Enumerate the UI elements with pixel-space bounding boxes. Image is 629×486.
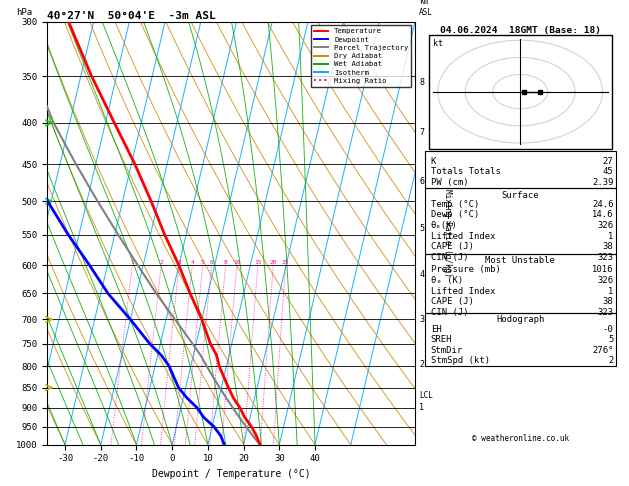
Text: Most Unstable: Most Unstable <box>485 256 555 265</box>
Text: Pressure (mb): Pressure (mb) <box>431 265 501 275</box>
Text: 1016: 1016 <box>592 265 614 275</box>
Text: Totals Totals: Totals Totals <box>431 167 501 176</box>
Text: SREH: SREH <box>431 335 452 344</box>
Text: 38: 38 <box>603 297 614 306</box>
Text: θₑ(K): θₑ(K) <box>431 221 457 230</box>
Text: Lifted Index: Lifted Index <box>431 287 495 295</box>
Text: 27: 27 <box>603 157 614 166</box>
Text: Hodograph: Hodograph <box>496 315 544 324</box>
Text: 326: 326 <box>598 276 614 285</box>
Text: 10: 10 <box>233 260 240 265</box>
Text: CIN (J): CIN (J) <box>431 308 468 317</box>
Text: -0: -0 <box>603 325 614 333</box>
Text: 326: 326 <box>598 221 614 230</box>
Text: CAPE (J): CAPE (J) <box>431 242 474 251</box>
Text: 4: 4 <box>191 260 194 265</box>
Text: 25: 25 <box>282 260 289 265</box>
Text: Dewp (°C): Dewp (°C) <box>431 210 479 220</box>
Text: Lifted Index: Lifted Index <box>431 232 495 241</box>
Bar <box>425 254 616 313</box>
Text: K: K <box>431 157 436 166</box>
Text: StmSpd (kt): StmSpd (kt) <box>431 356 490 365</box>
Bar <box>425 188 616 254</box>
Text: 5: 5 <box>420 224 425 233</box>
Text: 8: 8 <box>420 78 425 87</box>
Bar <box>429 35 611 149</box>
Text: 38: 38 <box>603 242 614 251</box>
Text: CAPE (J): CAPE (J) <box>431 297 474 306</box>
Text: 2.39: 2.39 <box>592 178 614 187</box>
Text: 45: 45 <box>603 167 614 176</box>
Text: Temp (°C): Temp (°C) <box>431 200 479 209</box>
Text: 8: 8 <box>224 260 228 265</box>
Text: StmDir: StmDir <box>431 346 463 355</box>
Text: 04.06.2024  18GMT (Base: 18): 04.06.2024 18GMT (Base: 18) <box>440 26 601 35</box>
Text: 3: 3 <box>420 315 425 325</box>
Text: 7: 7 <box>420 128 425 137</box>
Text: 1: 1 <box>608 287 614 295</box>
Text: 20: 20 <box>270 260 277 265</box>
Text: 1: 1 <box>608 232 614 241</box>
Text: CIN (J): CIN (J) <box>431 253 468 262</box>
Text: PW (cm): PW (cm) <box>431 178 468 187</box>
Text: 24.6: 24.6 <box>592 200 614 209</box>
Text: 323: 323 <box>598 308 614 317</box>
Bar <box>425 151 616 188</box>
Text: 1: 1 <box>130 260 134 265</box>
Text: km
ASL: km ASL <box>419 0 433 17</box>
Text: EH: EH <box>431 325 442 333</box>
Text: 2: 2 <box>608 356 614 365</box>
Text: 3: 3 <box>177 260 181 265</box>
Text: 276°: 276° <box>592 346 614 355</box>
Text: 2: 2 <box>420 360 425 368</box>
Text: 15: 15 <box>254 260 262 265</box>
Text: 2: 2 <box>159 260 163 265</box>
Text: 6: 6 <box>209 260 213 265</box>
Text: © weatheronline.co.uk: © weatheronline.co.uk <box>472 434 569 443</box>
Legend: Temperature, Dewpoint, Parcel Trajectory, Dry Adiabat, Wet Adiabat, Isotherm, Mi: Temperature, Dewpoint, Parcel Trajectory… <box>311 25 411 87</box>
Text: 14.6: 14.6 <box>592 210 614 220</box>
Text: 4: 4 <box>420 270 425 279</box>
Text: 5: 5 <box>608 335 614 344</box>
X-axis label: Dewpoint / Temperature (°C): Dewpoint / Temperature (°C) <box>152 469 311 479</box>
Bar <box>425 313 616 365</box>
Text: Mixing Ratio (g/kg): Mixing Ratio (g/kg) <box>443 190 452 277</box>
Text: LCL: LCL <box>420 391 433 400</box>
Text: hPa: hPa <box>16 8 32 17</box>
Text: 40°27'N  50°04'E  -3m ASL: 40°27'N 50°04'E -3m ASL <box>47 11 216 21</box>
Text: 6: 6 <box>420 176 425 186</box>
Text: θₑ (K): θₑ (K) <box>431 276 463 285</box>
Text: Surface: Surface <box>501 191 539 200</box>
Text: kt: kt <box>433 39 443 48</box>
Text: 5: 5 <box>201 260 204 265</box>
Text: 323: 323 <box>598 253 614 262</box>
Text: 1: 1 <box>420 403 425 412</box>
